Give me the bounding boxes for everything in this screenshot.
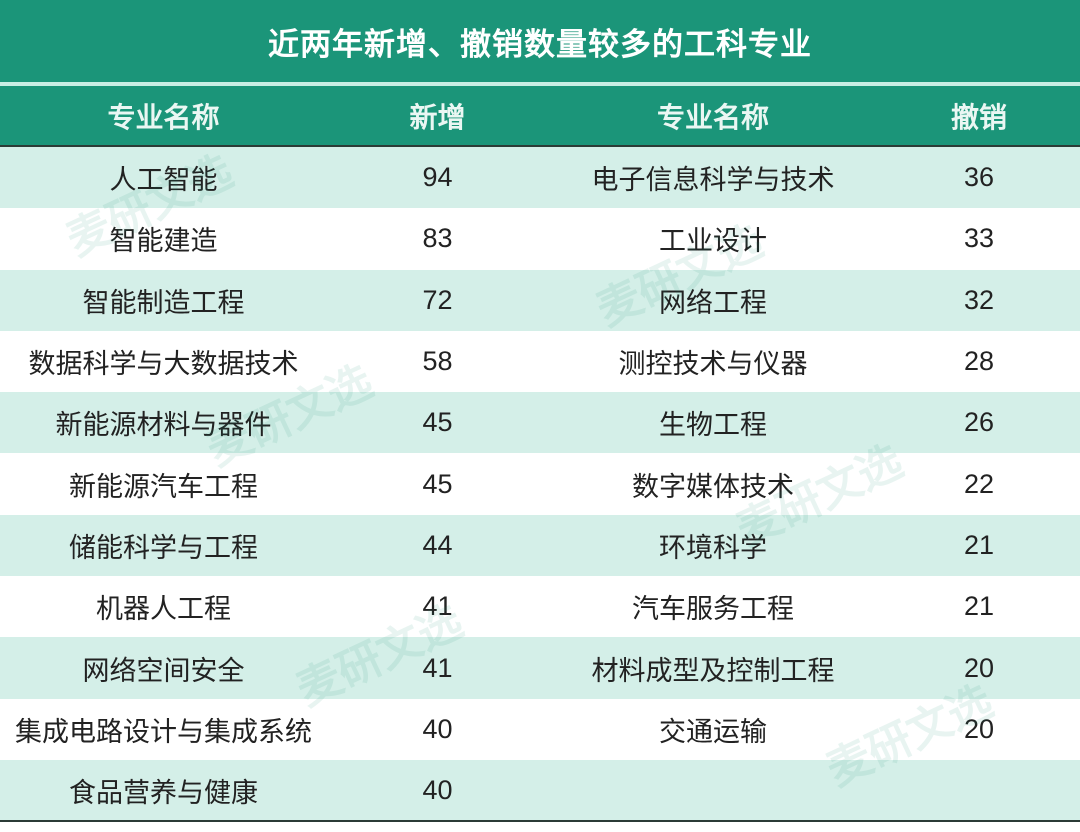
- cell-added-count: 41: [422, 591, 453, 622]
- table-row: 数据科学与大数据技术 58 测控技术与仪器 28: [0, 331, 1080, 392]
- header-major-name-added: 专业名称: [107, 101, 220, 133]
- cell-major-removed: 环境科学: [659, 532, 767, 563]
- cell-removed-count: 20: [963, 713, 995, 744]
- table-row: 储能科学与工程 44 环境科学 21: [0, 514, 1080, 577]
- table-row: 网络空间安全 41 材料成型及控制工程 20: [0, 637, 1080, 699]
- cell-removed-count: 32: [963, 284, 995, 315]
- cell-major-removed: 数字媒体技术: [632, 471, 794, 502]
- cell-major-added: 网络空间安全: [82, 655, 245, 686]
- cell-removed-count: 20: [963, 652, 995, 683]
- cell-major-added: 人工智能: [109, 165, 218, 196]
- cell-major-added: 集成电路设计与集成系统: [15, 716, 312, 747]
- cell-major-removed: 电子信息科学与技术: [591, 165, 835, 196]
- cell-major-added: 食品营养与健康: [69, 778, 258, 809]
- cell-major-added: 新能源汽车工程: [69, 471, 258, 502]
- title-divider: [0, 82, 1080, 86]
- cell-major-removed: 网络工程: [659, 287, 767, 318]
- cell-major-added: 储能科学与工程: [69, 532, 258, 563]
- header-major-name-removed: 专业名称: [656, 101, 769, 133]
- cell-added-count: 45: [422, 407, 453, 438]
- cell-removed-count: 21: [963, 591, 995, 622]
- table-row: 新能源汽车工程 45 数字媒体技术 22: [0, 453, 1080, 514]
- cell-major-added: 数据科学与大数据技术: [28, 349, 299, 380]
- cell-removed-count: [878, 760, 1080, 821]
- table-row: 食品营养与健康 40: [0, 759, 1080, 822]
- table-row: 人工智能 94 电子信息科学与技术 36: [0, 147, 1080, 209]
- table-row: 智能制造工程 72 网络工程 32: [0, 269, 1080, 331]
- cell-removed-count: 21: [963, 529, 995, 560]
- header-removed: 撤销: [950, 101, 1007, 133]
- cell-added-count: 41: [422, 652, 453, 683]
- cell-major-removed: 测控技术与仪器: [618, 349, 808, 380]
- cell-major-added: 智能制造工程: [82, 287, 245, 318]
- cell-removed-count: 33: [963, 223, 995, 254]
- cell-removed-count: 22: [963, 468, 995, 499]
- cell-added-count: 45: [422, 468, 453, 499]
- cell-removed-count: 26: [963, 407, 995, 438]
- table-bottom-border: [0, 820, 1080, 822]
- cell-added-count: 83: [422, 223, 453, 254]
- cell-major-removed: 生物工程: [659, 410, 767, 441]
- cell-added-count: 72: [422, 284, 453, 315]
- table-header: 专业名称 新增 专业名称 撤销: [0, 86, 1080, 147]
- table-title: 近两年新增、撤销数量较多的工科专业: [0, 0, 1080, 82]
- cell-major-removed: 汽车服务工程: [632, 594, 794, 625]
- table-row: 机器人工程 41 汽车服务工程 21: [0, 576, 1080, 637]
- cell-added-count: 44: [422, 529, 453, 560]
- cell-added-count: 40: [422, 775, 453, 806]
- cell-major-removed: 材料成型及控制工程: [591, 655, 835, 686]
- table-row: 集成电路设计与集成系统 40 交通运输 20: [0, 699, 1080, 760]
- cell-removed-count: 36: [963, 162, 995, 193]
- cell-added-count: 58: [422, 346, 453, 377]
- cell-major-removed: 交通运输: [659, 716, 767, 747]
- table-row: 新能源材料与器件 45 生物工程 26: [0, 392, 1080, 454]
- header-added: 新增: [409, 101, 466, 133]
- cell-removed-count: 28: [963, 346, 995, 377]
- cell-major-added: 机器人工程: [96, 594, 231, 625]
- cell-major-removed: [548, 760, 878, 821]
- table-body: 人工智能 94 电子信息科学与技术 36 智能建造 83 工业设计 33 智能制造工程 72 网络工…: [0, 147, 1080, 822]
- cell-major-added: 智能建造: [109, 226, 218, 257]
- table-row: 智能建造 83 工业设计 33: [0, 208, 1080, 269]
- cell-added-count: 40: [422, 713, 453, 744]
- cell-major-removed: 工业设计: [659, 226, 767, 257]
- cell-added-count: 94: [422, 162, 453, 193]
- cell-major-added: 新能源材料与器件: [55, 410, 272, 441]
